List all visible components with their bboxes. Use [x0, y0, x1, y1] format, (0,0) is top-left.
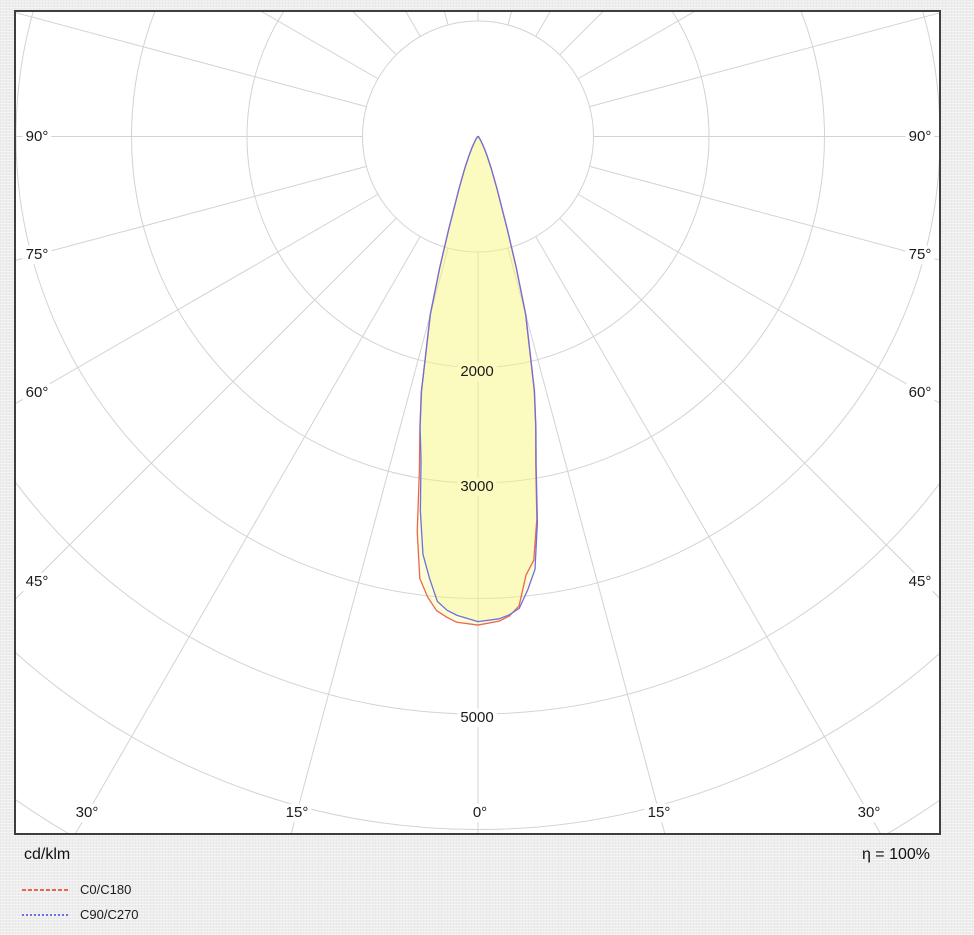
legend-label-c0-c180: C0/C180: [80, 882, 132, 897]
angle-label-left-60: 60°: [25, 383, 49, 401]
ring-label-3000: 3000: [460, 477, 494, 495]
legend-swatch-blue-dashed-line: [22, 913, 69, 916]
angle-label-left-45: 45°: [25, 572, 49, 590]
angle-label-bottom-0: 0°: [472, 803, 488, 821]
angle-label-bottom-15-left: 15°: [285, 803, 309, 821]
legend-item-c90-c270: C90/C270: [22, 907, 139, 922]
legend-label-c90-c270: C90/C270: [80, 907, 139, 922]
ring-label-2000: 2000: [460, 362, 494, 380]
efficiency-label: η = 100%: [861, 846, 930, 863]
angle-label-left-90: 90°: [25, 127, 49, 145]
angle-label-bottom-30-left: 30°: [75, 803, 99, 821]
angle-label-right-45: 45°: [908, 572, 932, 590]
unit-label: cd/klm: [24, 846, 71, 863]
angle-label-left-75: 75°: [25, 245, 49, 263]
angle-label-right-75: 75°: [908, 245, 932, 263]
angle-label-bottom-15-right: 15°: [647, 803, 671, 821]
legend-item-c0-c180: C0/C180: [22, 882, 131, 897]
angle-label-right-90: 90°: [908, 127, 932, 145]
angle-label-bottom-30-right: 30°: [857, 803, 881, 821]
ring-label-5000: 5000: [460, 708, 494, 726]
angle-label-right-60: 60°: [908, 383, 932, 401]
legend-swatch-red-dashed-line: [22, 888, 69, 891]
